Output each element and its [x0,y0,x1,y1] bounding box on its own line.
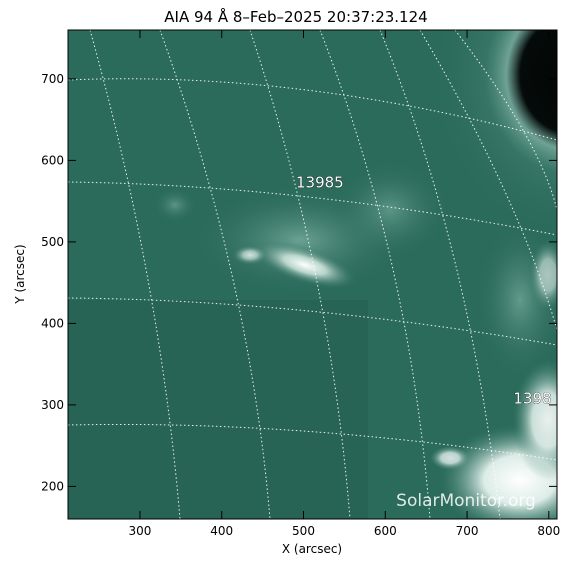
active-region-number: 13985 [296,173,344,191]
y-tick-label: 500 [41,235,64,249]
y-axis-label: Y (arcsec) [13,244,27,304]
x-tick-label: 400 [210,524,233,538]
y-tick-label: 400 [41,316,64,330]
x-tick-label: 800 [537,524,560,538]
y-tick-label: 300 [41,398,64,412]
x-axis-label: X (arcsec) [282,542,342,556]
y-tick-label: 700 [41,72,64,86]
watermark: SolarMonitor.org [396,491,536,511]
active-region-number: 1398 [513,389,551,407]
plot-frame [67,29,558,520]
y-tick-label: 600 [41,153,64,167]
x-tick-label: 700 [456,524,479,538]
figure-title: AIA 94 Å 8–Feb–2025 20:37:23.124 [164,7,427,26]
y-tick-label: 200 [41,479,64,493]
active-region-core [252,240,358,290]
x-tick-label: 300 [129,524,152,538]
x-tick-label: 500 [292,524,315,538]
x-tick-label: 600 [374,524,397,538]
heliographic-grid [68,30,557,519]
region-labels: 13985 1398 [296,173,552,408]
x-axis-ticks: 300 400 500 600 700 800 [129,30,560,538]
plot-area: 13985 1398 SolarMonitor.org [68,30,557,519]
y-axis-ticks: 200 300 400 500 600 700 [41,72,557,493]
